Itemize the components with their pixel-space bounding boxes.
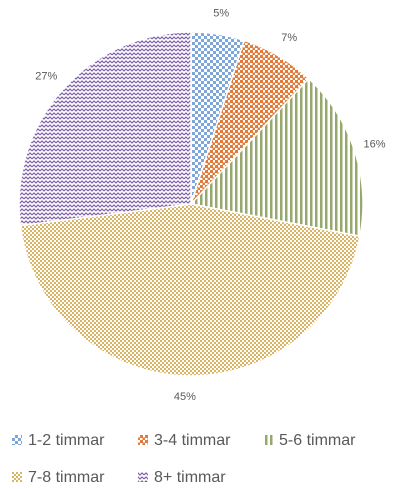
legend-swatch [12, 435, 22, 445]
pie-slice [19, 203, 361, 377]
data-label: 16% [364, 138, 386, 150]
pie-slice [18, 31, 192, 227]
legend-swatch [263, 435, 273, 445]
legend-label: 1-2 timmar [28, 432, 105, 449]
data-label: 7% [281, 32, 297, 44]
legend-label: 3-4 timmar [154, 432, 231, 449]
pie-slice [189, 77, 364, 238]
legend-label: 5-6 timmar [279, 432, 356, 449]
legend-swatch [138, 472, 148, 482]
legend-swatch [138, 435, 148, 445]
legend-label: 7-8 timmar [28, 469, 105, 486]
legend-label: 8+ timmar [154, 469, 226, 486]
legend-swatch [12, 472, 22, 482]
data-label: 27% [35, 70, 57, 82]
data-label: 5% [213, 7, 229, 19]
data-label: 45% [174, 391, 196, 403]
